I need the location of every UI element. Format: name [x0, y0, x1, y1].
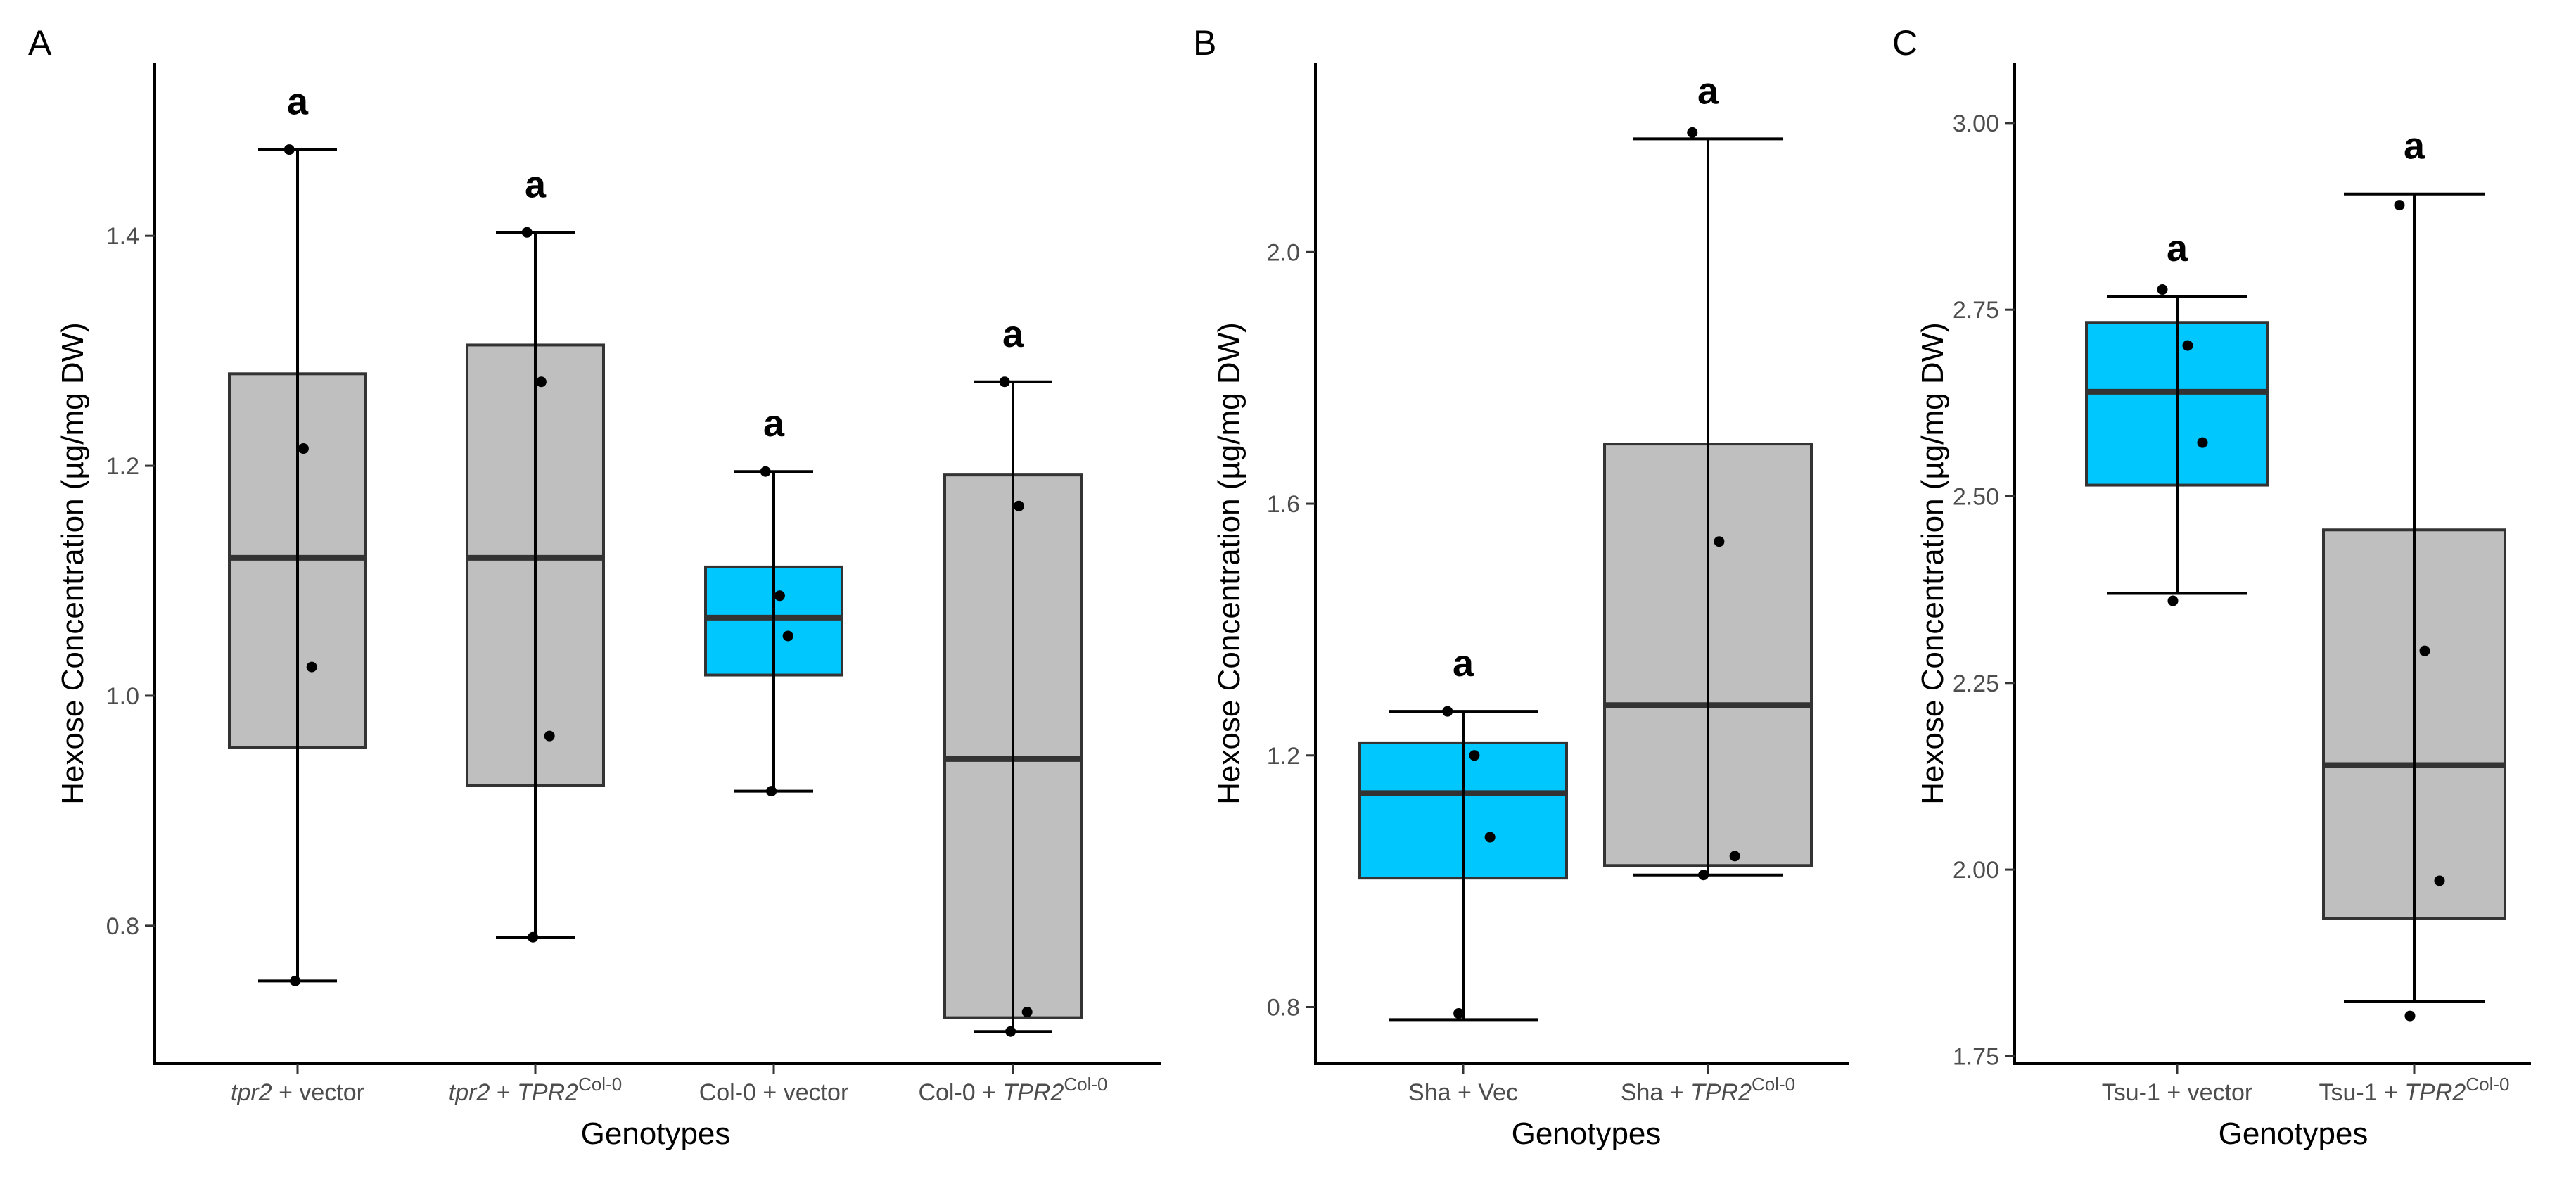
data-point: [2167, 595, 2179, 606]
data-point: [774, 590, 785, 602]
panel-label: B: [1193, 23, 1216, 63]
significance-letter: a: [525, 163, 547, 205]
data-point: [1442, 706, 1453, 717]
x-category-label: Sha + TPR2Col-0: [1621, 1074, 1795, 1106]
data-point: [1013, 500, 1024, 511]
y-tick-label: 1.0: [106, 683, 139, 710]
data-point: [1729, 851, 1740, 862]
data-point: [2197, 437, 2208, 448]
data-point: [1005, 1026, 1016, 1037]
data-point: [1698, 870, 1709, 881]
y-tick-label: 2.75: [1953, 297, 1999, 324]
data-point: [760, 466, 771, 477]
data-point: [1469, 750, 1480, 761]
significance-letter: a: [2404, 125, 2425, 167]
data-point: [766, 786, 777, 797]
x-category-label: tpr2 + TPR2Col-0: [449, 1074, 622, 1106]
box-group: tpr2 + vector a: [228, 81, 367, 1106]
x-category-label: Col-0 + TPR2Col-0: [918, 1074, 1107, 1106]
y-tick-label: 1.2: [1267, 743, 1300, 770]
y-axis-title: Hexose Concentration (µg/mg DW): [1915, 322, 1950, 805]
data-point: [1714, 536, 1725, 547]
panel-label: C: [1892, 23, 1918, 63]
data-point: [1021, 1006, 1033, 1017]
box-group: Tsu-1 + TPR2Col-0 a: [2319, 125, 2510, 1106]
data-point: [290, 975, 301, 986]
data-point: [2157, 284, 2168, 295]
y-tick-label: 3.00: [1953, 110, 1999, 137]
significance-letter: a: [1453, 642, 1474, 685]
y-axis-title: Hexose Concentration (µg/mg DW): [1212, 322, 1246, 805]
y-tick-label: 0.8: [1267, 995, 1300, 1022]
data-point: [1453, 1007, 1465, 1019]
box-group: tpr2 + TPR2Col-0 a: [449, 163, 622, 1106]
y-tick-label: 1.2: [106, 453, 139, 480]
data-point: [306, 661, 317, 673]
box-group: Sha + TPR2Col-0 a: [1603, 70, 1813, 1106]
data-point: [2404, 1010, 2416, 1022]
significance-letter: a: [1002, 313, 1024, 355]
significance-letter: a: [763, 402, 785, 445]
y-tick-label: 2.0: [1267, 239, 1300, 266]
panel-b: B 0.8 1.2 1.6 2.0 Hexose Concentration (µg/mg…: [1193, 23, 1849, 1151]
x-category-label: Col-0 + vector: [699, 1079, 849, 1106]
data-point: [2182, 340, 2193, 351]
data-point: [2434, 875, 2445, 886]
data-point: [1484, 832, 1496, 843]
significance-letter: a: [2167, 227, 2188, 269]
data-point: [544, 730, 555, 742]
data-point: [528, 931, 539, 943]
data-point: [298, 443, 309, 454]
significance-letter: a: [287, 81, 309, 123]
significance-letter: a: [1697, 70, 1719, 112]
y-tick-label: 1.6: [1267, 491, 1300, 518]
data-point: [2419, 645, 2430, 656]
y-tick-label: 1.75: [1953, 1043, 1999, 1070]
y-tick-label: 0.8: [106, 913, 139, 940]
box-group: Tsu-1 + vector a: [2085, 227, 2269, 1106]
x-axis-title: Genotypes: [581, 1116, 731, 1151]
data-point: [535, 376, 547, 388]
box-group: Sha + Vec a: [1358, 642, 1568, 1106]
y-tick-label: 2.00: [1953, 857, 1999, 884]
data-point: [283, 144, 295, 155]
box-group: Col-0 + TPR2Col-0 a: [918, 313, 1107, 1106]
y-tick-label: 2.25: [1953, 670, 1999, 697]
panel-a: A 0.8 1.0 1.2 1.4 Hexose Concentration (µg/mg…: [28, 23, 1161, 1151]
panel-label: A: [28, 23, 52, 63]
x-axis-title: Genotypes: [1512, 1116, 1662, 1151]
y-tick-label: 2.50: [1953, 483, 1999, 510]
y-axis-title: Hexose Concentration (µg/mg DW): [56, 322, 90, 805]
y-tick-label: 1.4: [106, 223, 139, 250]
data-point: [2394, 200, 2405, 211]
data-point: [999, 376, 1010, 388]
panel-c: C 1.75 2.00 2.25 2.50 2.75 3.00 Hexose Concentr…: [1892, 23, 2531, 1151]
data-point: [521, 227, 533, 238]
x-category-label: Tsu-1 + TPR2Col-0: [2319, 1074, 2510, 1106]
box-group: Col-0 + vector a: [699, 402, 849, 1106]
x-category-label: Sha + Vec: [1408, 1079, 1518, 1106]
x-category-label: tpr2 + vector: [231, 1079, 364, 1106]
x-category-label: Tsu-1 + vector: [2102, 1079, 2252, 1106]
x-axis-title: Genotypes: [2219, 1116, 2368, 1151]
data-point: [1687, 127, 1698, 138]
data-point: [782, 630, 793, 642]
